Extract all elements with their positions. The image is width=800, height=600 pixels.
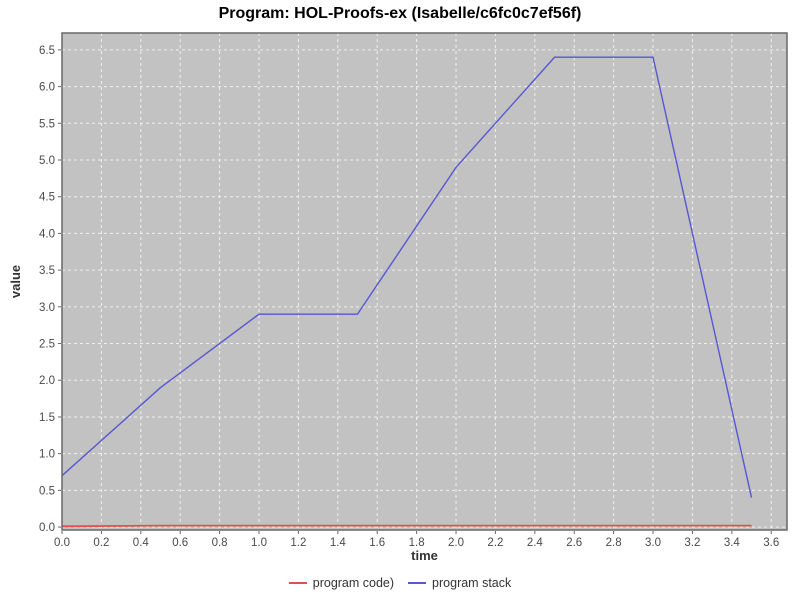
chart-title: Program: HOL-Proofs-ex (Isabelle/c6fc0c7…: [218, 5, 582, 22]
x-tick-label: 1.4: [330, 537, 347, 549]
x-tick-label: 1.6: [369, 537, 385, 549]
x-tick-label: 0.6: [172, 537, 188, 549]
y-tick-label: 6.0: [39, 82, 55, 94]
y-tick-label: 1.0: [39, 449, 55, 461]
x-tick-label: 1.8: [409, 537, 425, 549]
x-tick-label: 0.8: [212, 537, 228, 549]
chart-legend: program code) program stack: [0, 576, 800, 590]
y-axis-label: value: [8, 265, 23, 298]
series-line-program-code: [61, 524, 752, 528]
chart-plot: 0.0 0.2 0.4 0.6 0.8 1.0 1.2 1.4 1.6 1.8 2.0 2.2 2.4 2…: [8, 32, 788, 563]
legend-item-program-stack: program stack: [408, 576, 511, 590]
y-tick-label: 4.5: [39, 192, 55, 204]
y-tick-label: 6.5: [39, 45, 55, 57]
x-tick-label: 3.6: [763, 537, 779, 549]
legend-line-icon: [288, 582, 307, 584]
x-tick-label: 1.2: [290, 537, 306, 549]
legend-item-program-code: program code): [288, 576, 395, 590]
x-tick-label: 1.0: [251, 537, 267, 549]
legend-line-icon: [408, 582, 427, 584]
y-tick-label: 1.5: [39, 412, 55, 424]
y-tick-label: 2.5: [39, 339, 55, 351]
x-tick-label: 2.4: [527, 537, 544, 549]
x-tick-label: 2.6: [566, 537, 582, 549]
x-tick-label: 3.4: [724, 537, 741, 549]
x-tick-label: 0.2: [93, 537, 109, 549]
legend-label: program stack: [432, 576, 512, 590]
x-tick-label: 2.8: [606, 537, 622, 549]
plot-area: [62, 33, 787, 530]
x-tick-label: 0.0: [54, 537, 70, 549]
x-tick-label: 0.4: [133, 537, 150, 549]
legend-label: program code): [312, 576, 395, 590]
x-tick-label: 2.0: [448, 537, 464, 549]
y-tick-label: 4.0: [39, 228, 55, 240]
y-tick-label: 0.5: [39, 485, 55, 497]
series-line-program-stack: [61, 56, 753, 498]
x-tick-label: 3.2: [684, 537, 700, 549]
plot-border: [61, 32, 788, 531]
y-tick-label: 3.0: [39, 302, 55, 314]
y-tick-label: 2.0: [39, 375, 55, 387]
x-axis-label: time: [411, 548, 438, 563]
y-tick-label: 3.5: [39, 265, 55, 277]
y-tick-label: 0.0: [39, 522, 55, 534]
x-tick-label: 2.2: [487, 537, 503, 549]
y-tick-label: 5.0: [39, 155, 55, 167]
y-tick-label: 5.5: [39, 118, 55, 130]
x-tick-label: 3.0: [645, 537, 661, 549]
